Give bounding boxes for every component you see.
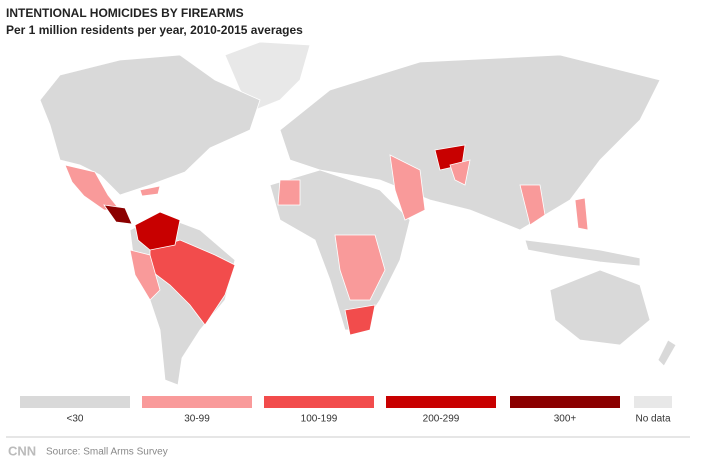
legend: <30 30-99 100-199 200-299 300+ No data [20, 396, 672, 425]
caribbean [139, 185, 161, 197]
subtitle: Per 1 million residents per year, 2010-2… [6, 23, 303, 37]
north-america [39, 54, 261, 196]
colombia-venezuela [134, 211, 181, 251]
legend-label: 200-299 [423, 414, 460, 425]
central-america [103, 204, 133, 225]
australia [549, 269, 651, 346]
legend-swatch [264, 396, 374, 408]
new-zealand [657, 339, 677, 367]
legend-label: 300+ [554, 414, 577, 425]
central-africa [334, 234, 386, 301]
mauritania [277, 179, 301, 206]
logo: CNN [8, 443, 36, 458]
saudi-arabia [389, 154, 426, 221]
south-africa [344, 304, 376, 336]
pakistan [449, 159, 471, 186]
eurasia [279, 54, 661, 231]
legend-label: No data [635, 414, 670, 425]
legend-swatch [386, 396, 496, 408]
title: INTENTIONAL HOMICIDES BY FIREARMS [6, 6, 244, 20]
legend-label: 100-199 [301, 414, 338, 425]
legend-label: <30 [67, 414, 84, 425]
philippines [574, 197, 589, 231]
indonesia [524, 239, 641, 267]
source: Source: Small Arms Survey [46, 447, 168, 458]
legend-swatch [510, 396, 620, 408]
legend-swatch [634, 396, 672, 408]
peru [129, 249, 161, 301]
legend-swatch [20, 396, 130, 408]
brazil [149, 239, 236, 326]
thailand [519, 184, 546, 226]
legend-swatch [142, 396, 252, 408]
world-map [39, 41, 677, 386]
legend-label: 30-99 [184, 414, 210, 425]
